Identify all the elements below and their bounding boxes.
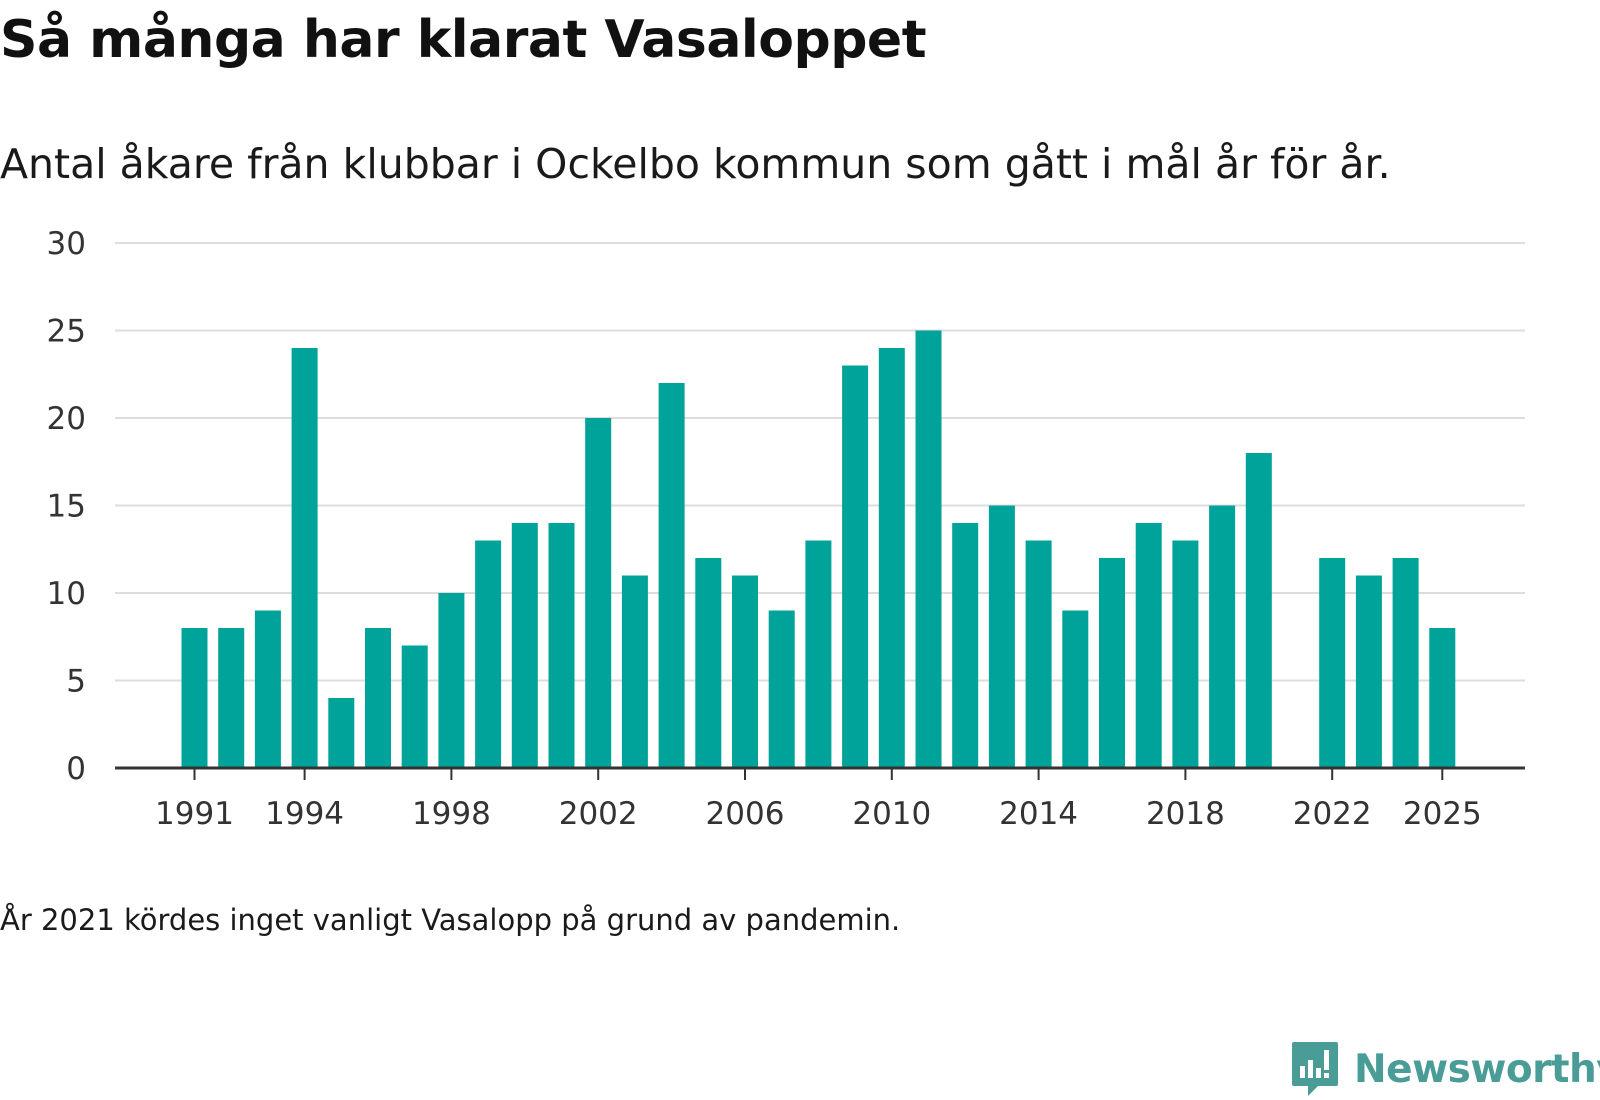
bar-2005	[695, 558, 722, 768]
x-tick-label: 2018	[1146, 796, 1225, 832]
chart-title: Så många har klarat Vasaloppet	[0, 10, 927, 70]
bar-2012	[952, 523, 979, 768]
bar-2007	[768, 610, 795, 768]
x-tick-label: 1998	[412, 796, 491, 832]
bar-2018	[1172, 540, 1199, 768]
y-tick-label: 10	[47, 576, 86, 612]
x-tick-label: 2002	[559, 796, 638, 832]
bar-2016	[1099, 558, 1125, 768]
x-tick-label: 2014	[999, 796, 1078, 832]
bar-2024	[1392, 558, 1419, 768]
y-tick-label: 15	[47, 489, 86, 525]
x-tick-label: 1994	[265, 796, 344, 832]
bar-1992	[218, 628, 245, 768]
bar-1999	[475, 540, 502, 768]
bar-2023	[1355, 575, 1382, 768]
y-tick-label: 0	[66, 751, 86, 787]
y-tick-label: 30	[47, 226, 86, 262]
newsworthy-logo-icon	[1292, 1042, 1338, 1096]
bar-2017	[1135, 523, 1162, 768]
x-tick-label: 2006	[706, 796, 785, 832]
bar-2013	[988, 505, 1015, 768]
footnote: År 2021 kördes inget vanligt Vasalopp på…	[0, 903, 901, 937]
bar-2015	[1062, 610, 1089, 768]
bar-2010	[878, 348, 905, 768]
bar-1991	[181, 628, 208, 768]
chart-subtitle: Antal åkare från klubbar i Ockelbo kommu…	[0, 140, 1391, 188]
bar-1994	[291, 348, 318, 768]
x-tick-label: 1991	[155, 796, 234, 832]
y-tick-label: 20	[47, 401, 86, 437]
x-tick-label: 2010	[852, 796, 931, 832]
bar-1995	[328, 698, 355, 768]
bar-2019	[1209, 505, 1236, 768]
bar-2020	[1245, 453, 1272, 768]
bar-2025	[1429, 628, 1456, 768]
bar-2008	[805, 540, 832, 768]
y-tick-label: 5	[66, 664, 86, 700]
bar-2006	[732, 575, 758, 768]
bar-2022	[1319, 558, 1346, 768]
brand: Newsworthy	[1290, 1040, 1600, 1098]
bar-2014	[1025, 540, 1052, 768]
bars	[181, 330, 1456, 768]
bar-1996	[365, 628, 391, 768]
y-tick-label: 25	[47, 314, 86, 350]
bar-2004	[658, 383, 685, 768]
y-axis-ticks: 0 5 10 15 20 25 30	[47, 226, 86, 787]
x-tick-label: 2025	[1403, 796, 1482, 832]
bar-1998	[438, 593, 465, 768]
bar-2001	[548, 523, 575, 768]
bar-2000	[511, 523, 538, 768]
brand-name: Newsworthy	[1354, 1046, 1600, 1092]
bar-1993	[254, 610, 281, 768]
bar-2003	[621, 575, 648, 768]
x-axis: 1991 1994 1998 2002 2006 2010 2014 2018 2022 2025	[115, 766, 1525, 832]
x-tick-label: 2022	[1293, 796, 1372, 832]
bar-2011	[915, 330, 942, 768]
bar-1997	[401, 645, 428, 768]
bar-2002	[585, 418, 612, 768]
bar-2009	[842, 365, 869, 768]
